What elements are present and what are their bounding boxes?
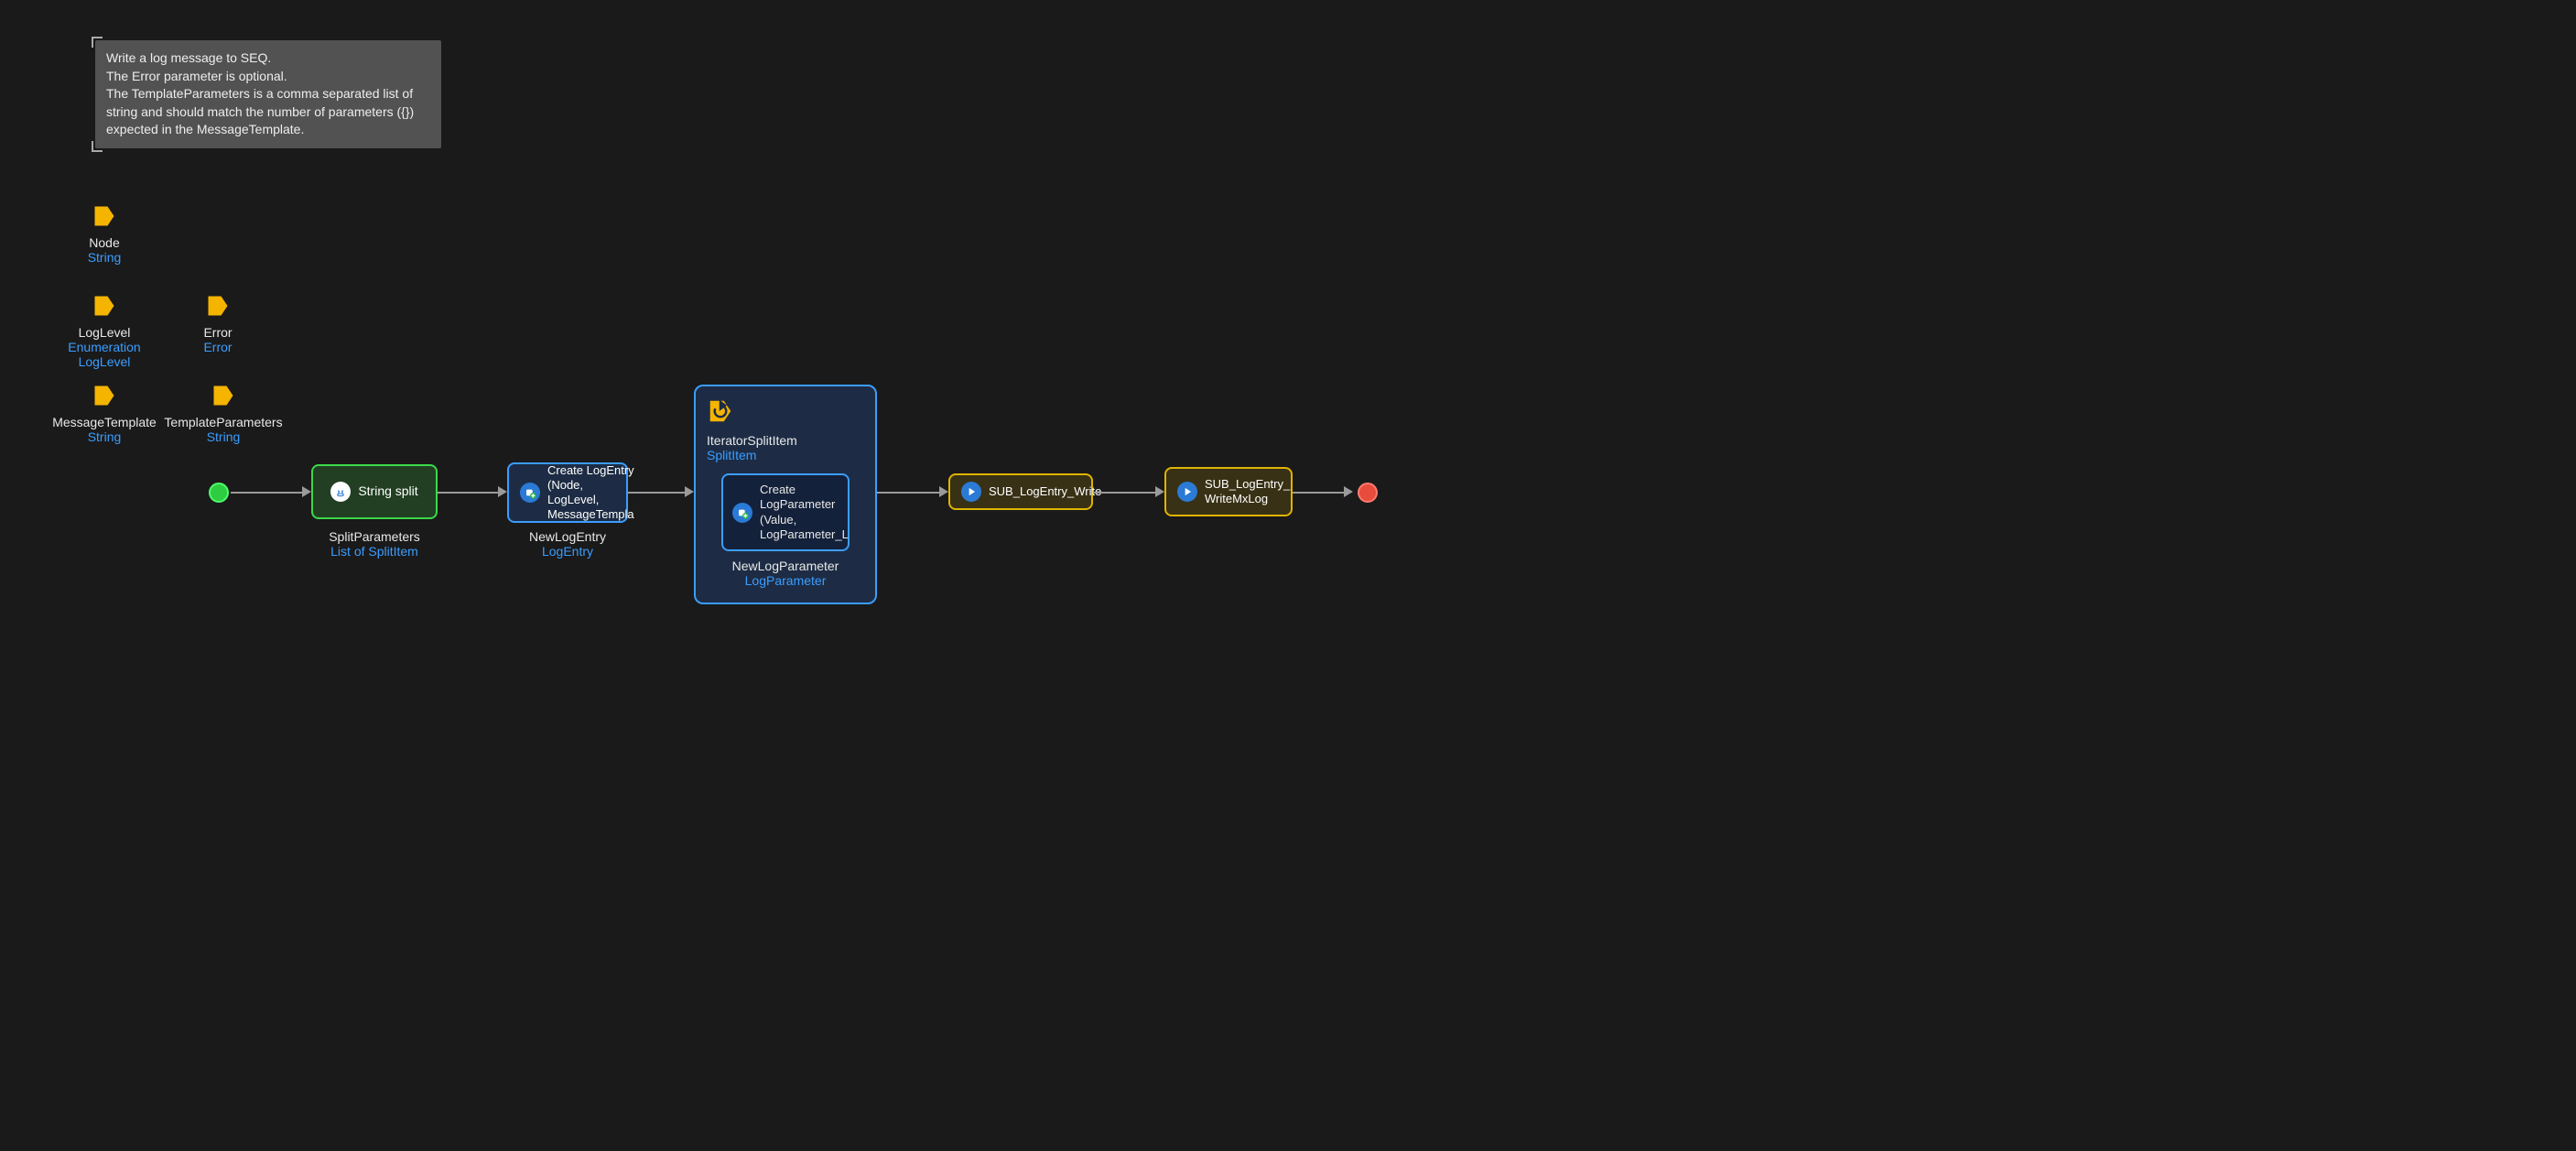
activity-label: SUB_LogEntry_Write [989,484,1101,499]
parameter-icon [92,203,117,229]
activity-string-split[interactable]: String split [311,464,438,519]
param-node[interactable]: Node String [40,203,168,265]
parameter-icon [92,293,117,319]
param-label: Error [154,325,282,340]
arrow-head-icon [1155,486,1164,497]
param-type: Enumeration LogLevel [40,340,168,369]
arrow-head-icon [939,486,948,497]
activity-label: Create LogEntry (Node, LogLevel, Message… [547,463,634,523]
param-label: TemplateParameters [159,415,287,429]
sequence-flow[interactable] [628,492,688,494]
loop-iterator-type: SplitItem [707,448,864,462]
parameter-icon [211,383,236,408]
sequence-flow[interactable] [231,492,306,494]
create-object-icon [520,483,540,503]
loop-container[interactable]: IteratorSplitItem SplitItem Create LogPa… [694,385,877,604]
activity-label: SUB_LogEntry_ WriteMxLog [1205,477,1290,507]
sequence-flow[interactable] [438,492,502,494]
activity-create-logparameter[interactable]: Create LogParameter (Value, LogParameter… [721,473,850,551]
parameter-icon [92,383,117,408]
microflow-canvas[interactable]: Write a log message to SEQ. The Error pa… [0,0,1406,628]
output-variable: NewLogParameter LogParameter [707,559,864,588]
comment-line: Write a log message to SEQ. [106,50,271,65]
param-loglevel[interactable]: LogLevel Enumeration LogLevel [40,293,168,369]
arrow-head-icon [1344,486,1353,497]
activity-sub-logentry-writemxlog[interactable]: SUB_LogEntry_ WriteMxLog [1164,467,1293,516]
param-messagetemplate[interactable]: MessageTemplate String [40,383,168,444]
microflow-call-icon [1177,482,1197,502]
param-type: String [40,250,168,265]
create-object-icon [732,503,752,523]
arrow-head-icon [498,486,507,497]
param-label: Node [40,235,168,250]
end-event[interactable] [1358,483,1378,503]
loop-icon [707,397,734,425]
sequence-flow[interactable] [1293,492,1348,494]
param-templateparameters[interactable]: TemplateParameters String [159,383,287,444]
sequence-flow[interactable] [877,492,943,494]
activity-label: Create LogParameter (Value, LogParameter… [760,483,849,542]
activity-sub-logentry-write[interactable]: SUB_LogEntry_Write [948,473,1093,510]
comment-line: The Error parameter is optional. [106,69,287,83]
param-error[interactable]: Error Error [154,293,282,354]
parameter-icon [205,293,231,319]
param-type: Error [154,340,282,354]
param-type: String [40,429,168,444]
param-label: LogLevel [40,325,168,340]
param-label: MessageTemplate [40,415,168,429]
comment-box[interactable]: Write a log message to SEQ. The Error pa… [95,40,441,148]
activity-label: String split [358,483,417,500]
microflow-call-icon [961,482,981,502]
sequence-flow[interactable] [1093,492,1159,494]
output-variable: SplitParameters List of SplitItem [311,529,438,559]
arrow-head-icon [302,486,311,497]
loop-iterator-label: IteratorSplitItem [707,433,864,448]
arrow-head-icon [685,486,694,497]
activity-create-logentry[interactable]: Create LogEntry (Node, LogLevel, Message… [507,462,628,523]
java-action-icon [330,482,351,502]
comment-line: The TemplateParameters is a comma separa… [106,86,414,136]
param-type: String [159,429,287,444]
output-variable: NewLogEntry LogEntry [507,529,628,559]
start-event[interactable] [209,483,229,503]
